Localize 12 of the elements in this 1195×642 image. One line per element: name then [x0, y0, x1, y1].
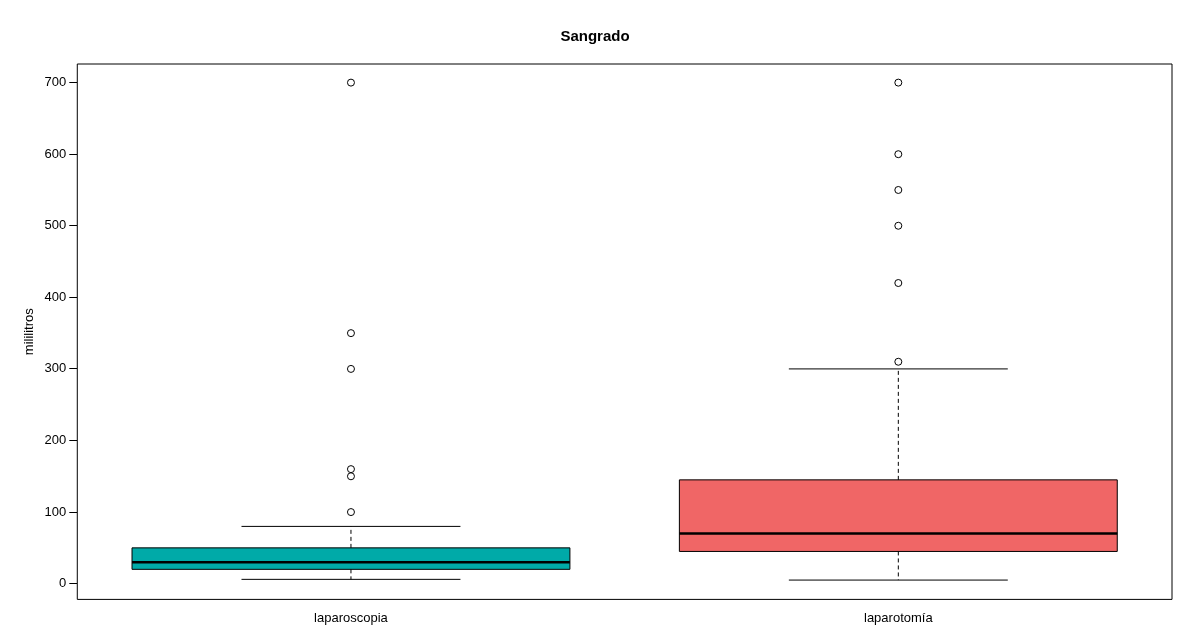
y-tick-label: 400 — [44, 288, 67, 304]
y-tick-label: 100 — [44, 503, 67, 519]
y-tick-label: 0 — [59, 575, 67, 591]
y-tick-label: 200 — [44, 432, 67, 448]
y-tick-label: 700 — [44, 74, 67, 90]
x-tick-label: laparoscopia — [314, 609, 389, 625]
y-tick-label: 600 — [44, 145, 67, 161]
y-tick-label: 500 — [44, 217, 67, 233]
x-tick-label: laparotomía — [863, 609, 934, 625]
y-axis-title: mililitros — [21, 307, 37, 356]
y-tick-label: 300 — [44, 360, 67, 376]
chart-title: Sangrado — [560, 27, 630, 45]
